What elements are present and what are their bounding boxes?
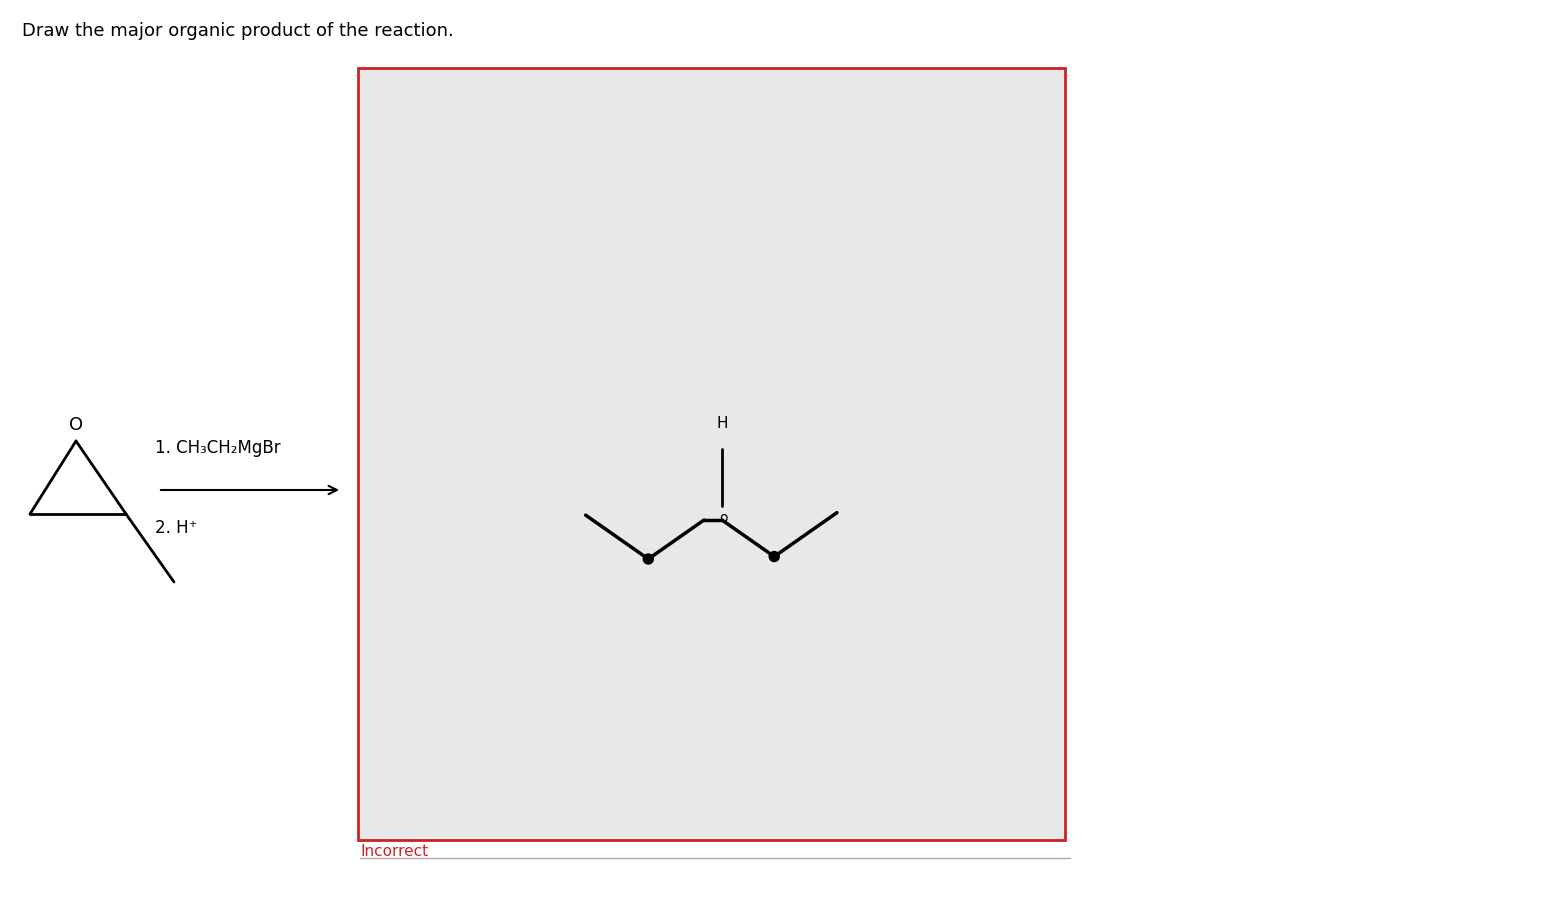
Text: 1. CH₃CH₂MgBr: 1. CH₃CH₂MgBr (154, 439, 281, 457)
Text: 2. H⁺: 2. H⁺ (154, 519, 198, 537)
Text: O: O (69, 416, 83, 434)
Text: o: o (719, 511, 727, 525)
Bar (357, 68, 1065, 840)
Circle shape (643, 554, 654, 564)
Text: H: H (716, 416, 729, 430)
Circle shape (769, 552, 780, 562)
Text: Incorrect: Incorrect (360, 844, 427, 859)
Text: Draw the major organic product of the reaction.: Draw the major organic product of the re… (22, 22, 454, 40)
